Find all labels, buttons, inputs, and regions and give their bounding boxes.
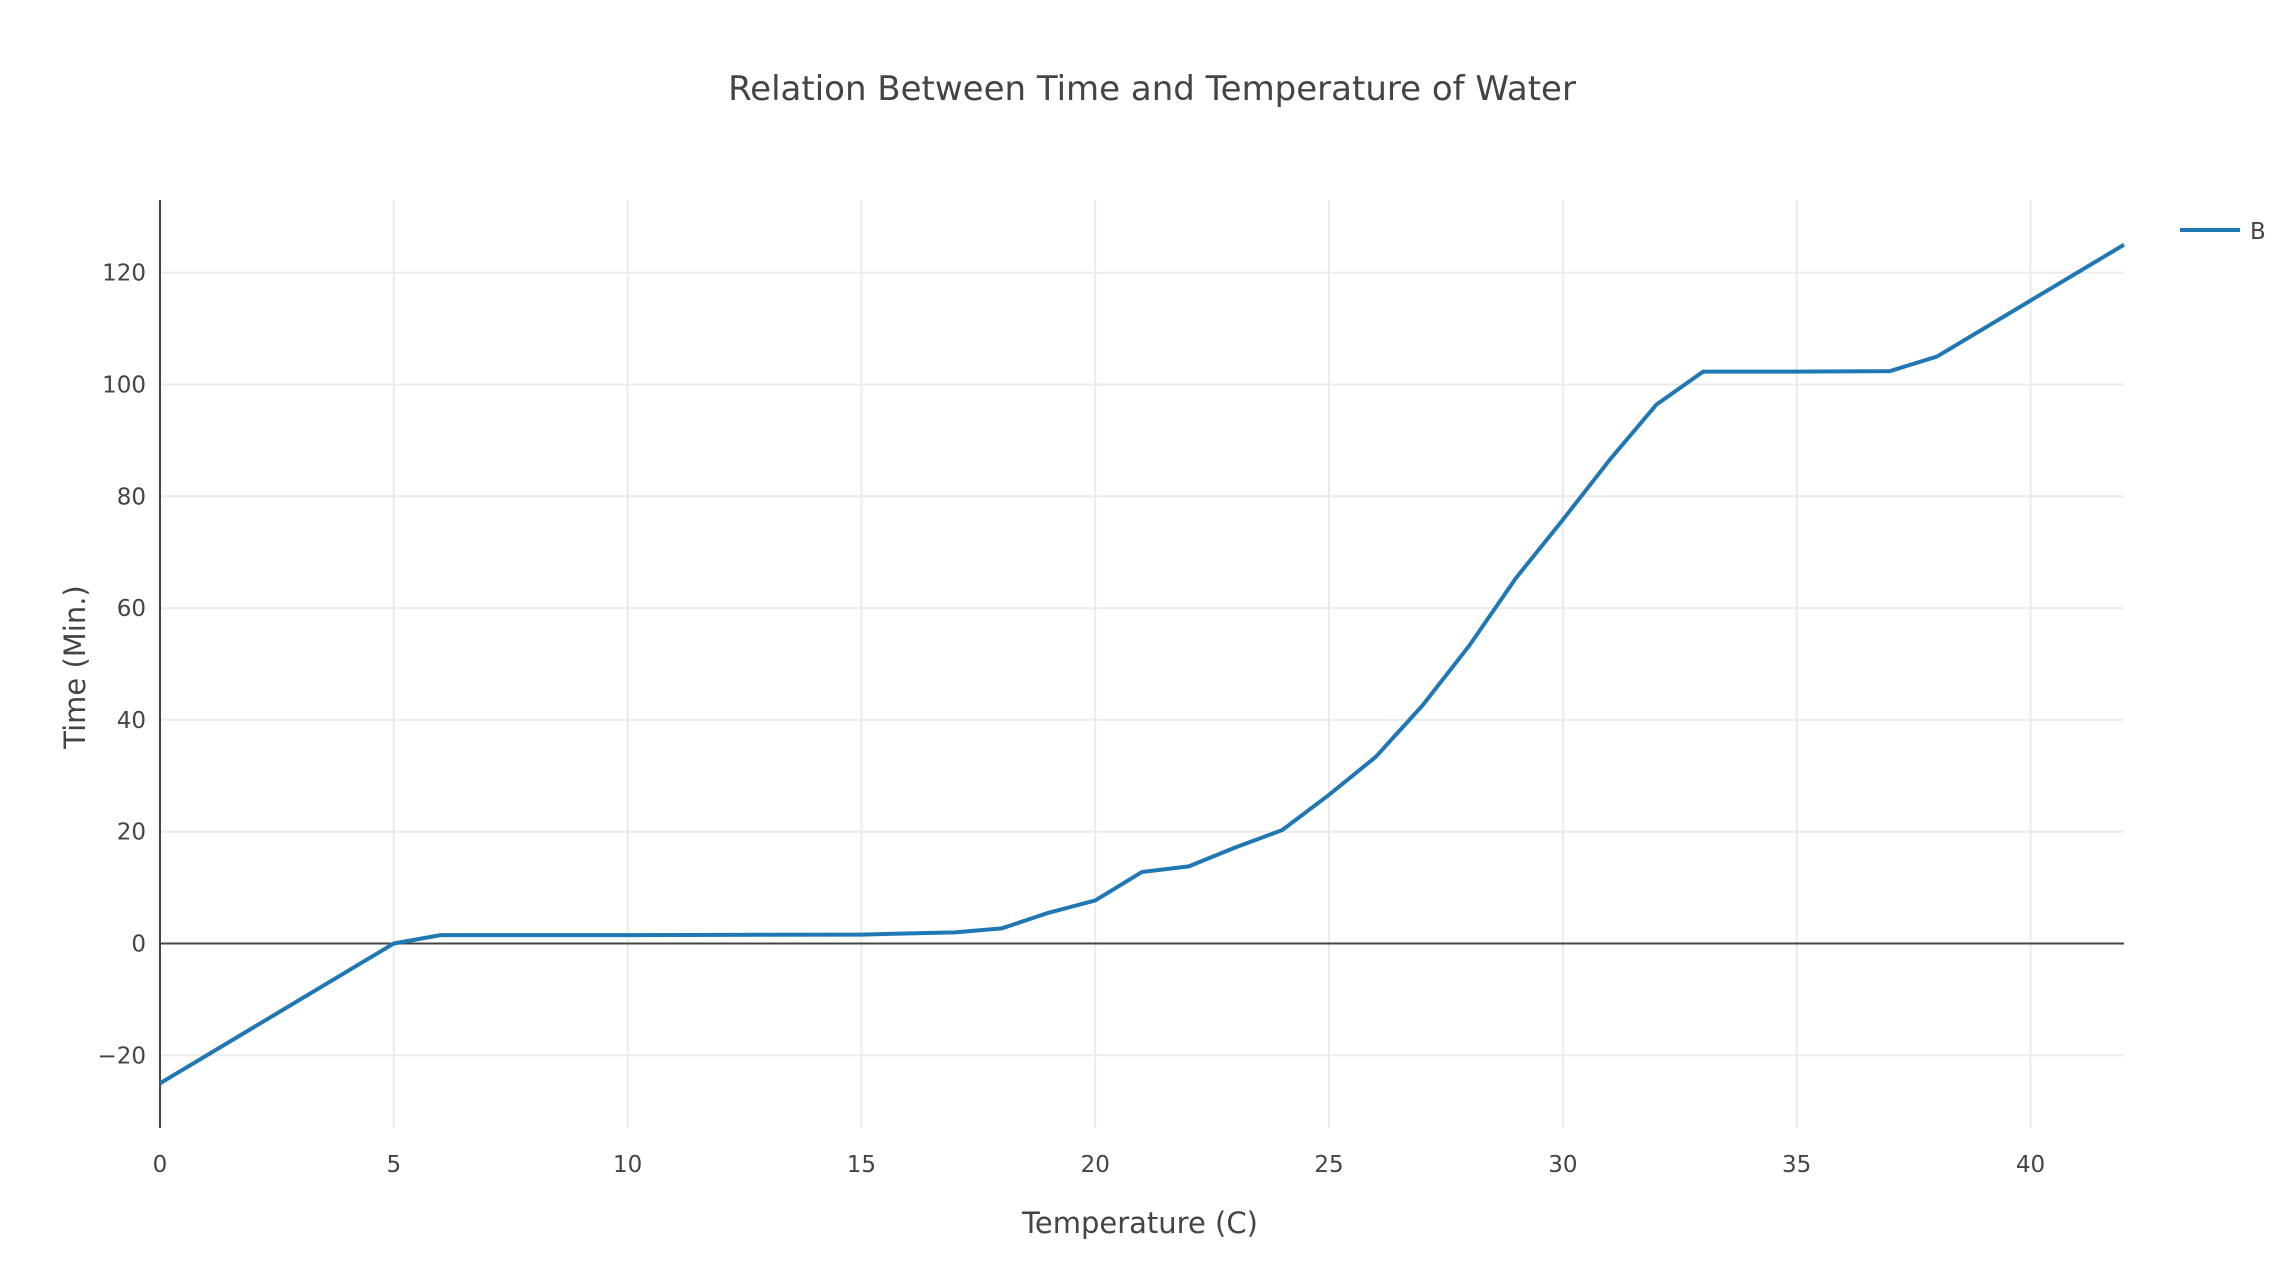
tick-labels: 0 5 10 15 20 25 30 35 40 −20 0 20 40 60 80 100 120 — [97, 261, 2045, 1178]
y-tick-label: 40 — [117, 708, 146, 734]
y-tick-label: 0 — [131, 932, 146, 958]
legend[interactable]: B — [2180, 219, 2266, 245]
x-tick-label: 0 — [153, 1152, 168, 1178]
x-tick-label: 10 — [613, 1152, 642, 1178]
y-axis-title: Time (Min.) — [58, 585, 92, 750]
axes — [159, 200, 2124, 1128]
y-tick-label: 100 — [102, 372, 146, 398]
y-tick-label: −20 — [97, 1043, 146, 1069]
x-axis-title: Temperature (C) — [1021, 1206, 1258, 1240]
y-tick-label: 120 — [102, 261, 146, 287]
x-tick-label: 15 — [847, 1152, 876, 1178]
y-tick-label: 80 — [117, 484, 146, 510]
grid-lines — [160, 200, 2124, 1128]
legend-label-b: B — [2250, 219, 2266, 245]
series-layer — [158, 243, 2126, 1085]
x-tick-label: 5 — [386, 1152, 401, 1178]
x-tick-label: 35 — [1782, 1152, 1811, 1178]
series-line-b[interactable] — [158, 243, 2126, 1085]
y-tick-label: 20 — [117, 820, 146, 846]
x-tick-label: 30 — [1548, 1152, 1577, 1178]
x-tick-label: 20 — [1081, 1152, 1110, 1178]
chart-title: Relation Between Time and Temperature of… — [728, 69, 1576, 109]
y-tick-label: 60 — [117, 596, 146, 622]
x-tick-label: 25 — [1314, 1152, 1343, 1178]
x-tick-label: 40 — [2016, 1152, 2045, 1178]
